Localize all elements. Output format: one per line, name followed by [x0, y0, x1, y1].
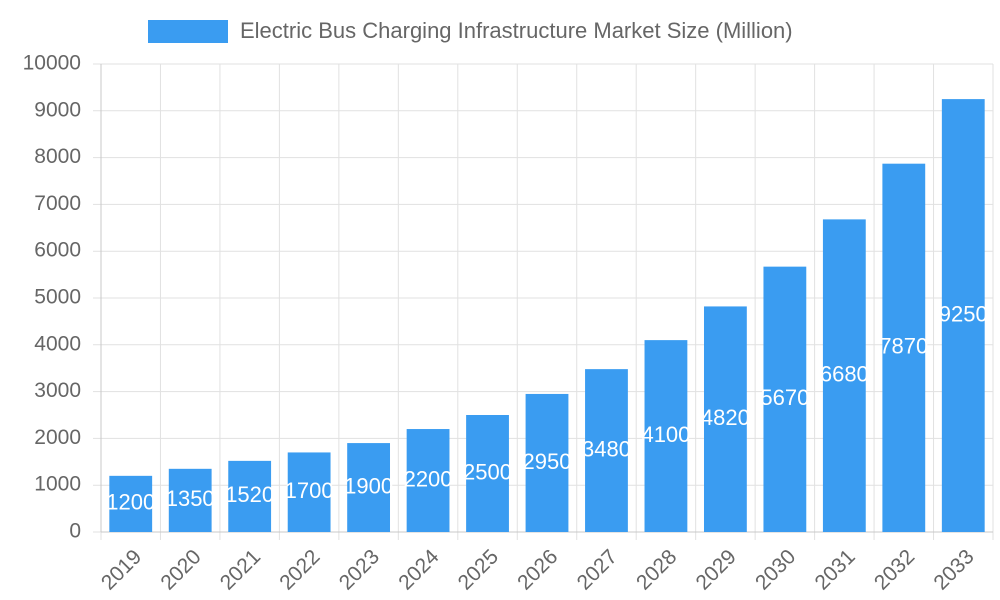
- bar: [703, 306, 747, 532]
- bar: [644, 340, 688, 532]
- x-tick-label: 2023: [335, 545, 384, 594]
- x-tick-label: 2029: [692, 545, 741, 594]
- x-tick-label: 2021: [216, 545, 265, 594]
- y-tick-label: 8000: [34, 145, 81, 168]
- x-tick-label: 2026: [513, 545, 562, 594]
- data-label: 4820: [701, 405, 750, 430]
- data-label: 2950: [523, 449, 572, 474]
- legend-swatch: [148, 20, 228, 43]
- legend-label: Electric Bus Charging Infrastructure Mar…: [240, 18, 793, 43]
- bar: [882, 163, 926, 532]
- data-label: 1350: [166, 486, 215, 511]
- y-tick-label: 9000: [34, 98, 81, 121]
- y-tick-label: 4000: [34, 332, 81, 355]
- y-tick-label: 6000: [34, 239, 81, 262]
- data-label: 7870: [879, 334, 928, 359]
- x-tick-label: 2032: [870, 545, 919, 594]
- x-tick-label: 2031: [810, 545, 859, 594]
- bar: [287, 452, 331, 532]
- data-label: 9250: [939, 301, 988, 326]
- x-tick-label: 2019: [97, 545, 146, 594]
- bar: [585, 369, 628, 532]
- x-tick-label: 2027: [573, 545, 622, 594]
- x-tick-label: 2025: [454, 545, 503, 594]
- bar: [347, 443, 391, 532]
- bar: [228, 460, 272, 532]
- bar: [822, 219, 866, 532]
- y-tick-label: 5000: [34, 286, 81, 309]
- data-label: 6680: [820, 362, 869, 387]
- data-label: 1900: [344, 473, 393, 498]
- x-tick-label: 2030: [751, 545, 800, 594]
- y-tick-label: 1000: [34, 473, 81, 496]
- bar: [109, 475, 153, 532]
- bar: [525, 393, 569, 532]
- x-tick-label: 2033: [929, 545, 978, 594]
- bar: [763, 266, 807, 532]
- data-label: 1200: [106, 490, 155, 515]
- bar: [466, 415, 509, 532]
- data-label: 2200: [404, 466, 453, 491]
- data-label: 1700: [285, 478, 334, 503]
- data-label: 5670: [760, 385, 809, 410]
- y-tick-label: 3000: [34, 379, 81, 402]
- y-tick-label: 2000: [34, 426, 81, 449]
- bar: [941, 99, 985, 532]
- x-tick-label: 2024: [394, 545, 444, 595]
- bar: [406, 429, 450, 532]
- y-tick-label: 10000: [23, 52, 81, 75]
- data-label: 2500: [463, 459, 512, 484]
- data-label: 3480: [582, 436, 631, 461]
- x-tick-label: 2028: [632, 545, 681, 594]
- data-label: 4100: [641, 422, 690, 447]
- x-tick-label: 2020: [156, 545, 205, 594]
- y-tick-label: 7000: [34, 192, 81, 215]
- y-tick-label: 0: [69, 520, 81, 543]
- data-label: 1520: [225, 482, 274, 507]
- x-tick-label: 2022: [275, 545, 324, 594]
- bar: [168, 468, 212, 532]
